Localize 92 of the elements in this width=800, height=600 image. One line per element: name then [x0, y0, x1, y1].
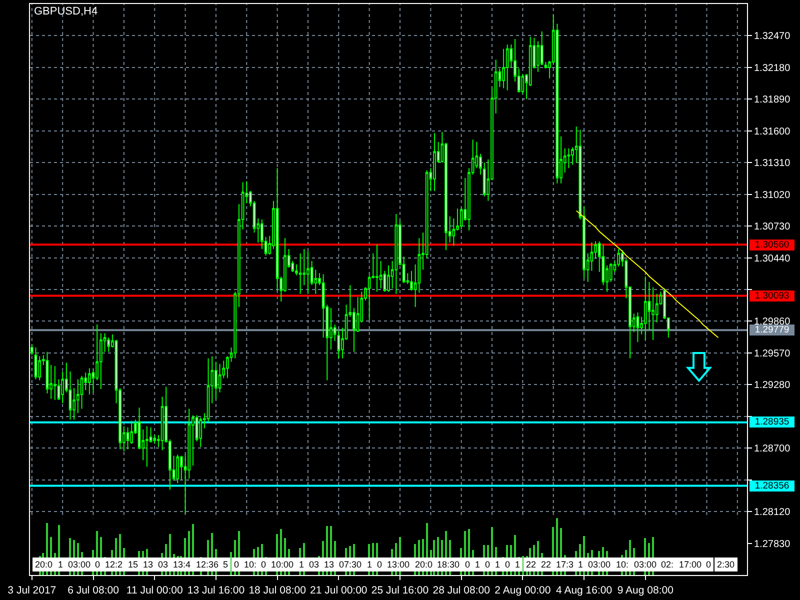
annotation: 13: [324, 560, 334, 570]
annotation: 0: [504, 560, 510, 570]
annotation: 0: [706, 560, 712, 570]
annotation: 13:00: [386, 560, 410, 570]
ref-line-label: 1.28935: [754, 416, 790, 428]
candlestick: [433, 132, 436, 192]
annotation: 0: [94, 560, 100, 570]
annotation: 1: [298, 560, 304, 570]
annotation: 22: [540, 560, 552, 570]
candlestick: [298, 252, 302, 294]
x-tick-label: 9 Aug 08:00: [617, 584, 674, 597]
x-tick-label: 18 Jul 08:00: [248, 584, 306, 597]
annotation: 1: [578, 560, 584, 570]
ref-line-label: 1.30093: [754, 290, 790, 302]
annotation: 13: [142, 560, 154, 570]
x-tick-label: 25 Jul 16:00: [371, 584, 429, 597]
x-tick-label: 3 Jul 2017: [8, 584, 56, 597]
annotation: 03:00: [634, 560, 657, 570]
annotation: 0: [234, 560, 240, 570]
candlestick: [53, 366, 56, 400]
line-series: [576, 210, 719, 338]
candlestick: [644, 276, 647, 340]
candlestick: [146, 426, 148, 468]
x-tick-label: 2 Aug 00:00: [494, 584, 551, 597]
y-tick-label: 1.30730: [754, 222, 791, 233]
annotation: 17:3: [556, 560, 574, 570]
y-tick-label: 1.28700: [754, 444, 791, 455]
candlestick: [176, 454, 180, 484]
candlestick: [567, 148, 570, 169]
candlestick: [306, 250, 310, 294]
annotation: 07:30: [338, 560, 362, 570]
x-tick-label: 11 Jul 00:00: [126, 584, 183, 597]
annotation: 0: [484, 560, 490, 570]
annotation: 20:0: [34, 560, 53, 570]
annotation: 0: [464, 560, 470, 570]
candlestick: [394, 214, 398, 294]
annotation: 1: [366, 560, 372, 570]
candlestick: [34, 346, 38, 380]
annotation: 03: [308, 560, 320, 570]
annotation: 0: [376, 560, 382, 570]
y-tick-label: 1.29280: [754, 380, 791, 392]
candlestick: [502, 48, 505, 89]
annotation: 20:0: [414, 560, 433, 570]
y-tick-label: 1.31600: [754, 126, 791, 138]
annotation: 1: [514, 560, 520, 570]
annotation: 15: [128, 560, 138, 570]
ref-line-label: 1.29779: [754, 324, 790, 336]
x-tick-label: 28 Jul 08:00: [432, 584, 490, 597]
candlestick: [376, 244, 378, 292]
candlestick: [107, 337, 110, 352]
ref-line-label: 1.28356: [754, 480, 790, 492]
ref-line-label: 1.30560: [754, 240, 790, 250]
x-tick-label: 4 Aug 16:00: [556, 584, 612, 597]
annotation: 0: [260, 560, 266, 570]
y-tick-label: 1.32470: [754, 31, 791, 42]
annotation: 1: [474, 560, 480, 570]
y-tick-label: 1.27830: [754, 538, 791, 550]
annotation: 12:36: [196, 560, 219, 570]
annotation: 1: [58, 560, 64, 570]
x-tick-label: 6 Jul 08:00: [68, 584, 120, 597]
y-tick-label: 1.31310: [754, 158, 791, 170]
annotation: 1: [494, 560, 500, 570]
annotation: 22: [526, 560, 536, 570]
annotation: 13:4: [172, 560, 191, 570]
annotation: 03:00: [68, 560, 91, 570]
y-tick-label: 1.30440: [754, 253, 791, 264]
candlestick: [199, 416, 202, 448]
candlestick: [636, 312, 640, 343]
annotation: 5: [222, 560, 228, 570]
annotation: 2:30: [716, 560, 735, 570]
annotation: 03:00: [588, 560, 611, 570]
y-tick-label: 1.28120: [754, 507, 791, 518]
candlestick: [482, 162, 486, 198]
candlestick: [88, 368, 91, 396]
annotation: 10:00: [270, 560, 294, 570]
y-tick-label: 1.32180: [754, 62, 791, 74]
y-tick-label: 1.31020: [754, 190, 791, 201]
x-tick-label: 13 Jul 16:00: [187, 584, 245, 597]
annotation: 18:30: [436, 560, 460, 570]
y-tick-label: 1.31890: [754, 94, 791, 106]
annotation: 12:2: [104, 560, 123, 570]
x-tick-label: 21 Jul 00:00: [310, 584, 368, 597]
annotation: 10:: [616, 560, 629, 570]
chart-title: GBPUSD,H4: [34, 6, 98, 18]
candlestick: [80, 375, 84, 410]
annotation: 03: [158, 560, 168, 570]
annotation: 10:: [244, 560, 257, 570]
annotation: 02:: [660, 560, 674, 570]
y-tick-label: 1.29570: [754, 348, 791, 360]
candlestick: [506, 44, 509, 91]
candlestick: [387, 264, 390, 292]
annotation: 17:00: [678, 560, 702, 570]
